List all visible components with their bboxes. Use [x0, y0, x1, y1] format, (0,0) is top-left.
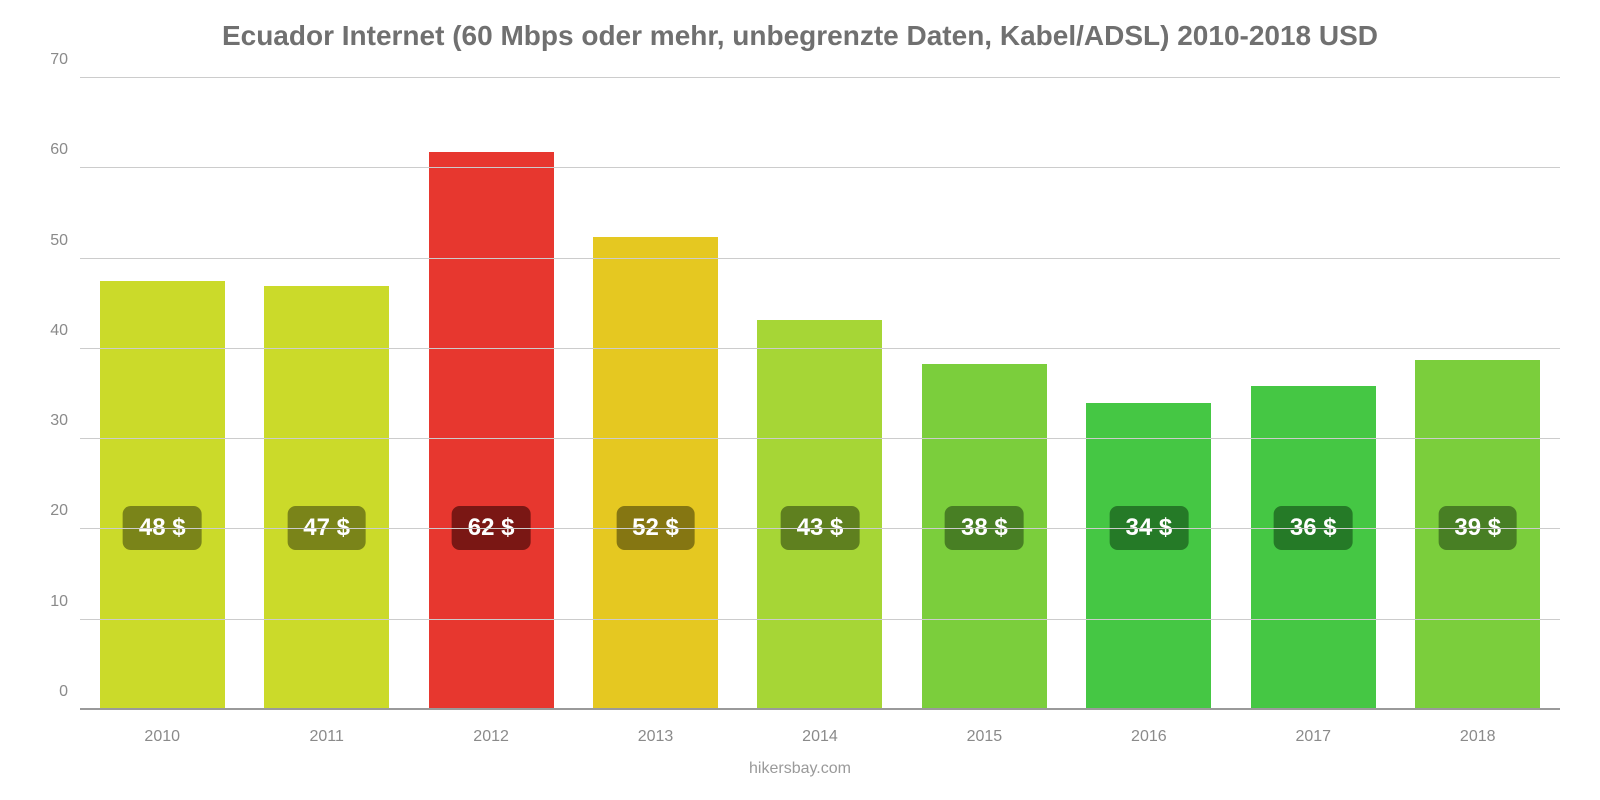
y-tick-label: 20: [50, 502, 80, 520]
plot-area: 48 $47 $62 $52 $43 $38 $34 $36 $39 $ 010…: [80, 78, 1560, 710]
x-axis-labels: 201020112012201320142015201620172018: [80, 728, 1560, 746]
grid-line: [80, 528, 1560, 529]
bar-slot: 43 $: [738, 78, 902, 710]
x-tick-label: 2018: [1396, 728, 1560, 746]
bar: 38 $: [922, 364, 1047, 710]
bar-slot: 48 $: [80, 78, 244, 710]
bar-slot: 38 $: [902, 78, 1066, 710]
grid-line: [80, 258, 1560, 259]
grid-line: [80, 77, 1560, 78]
x-tick-label: 2015: [902, 728, 1066, 746]
bar: 52 $: [593, 237, 718, 710]
grid-line: [80, 167, 1560, 168]
bar: 47 $: [264, 286, 389, 710]
bar-slot: 39 $: [1396, 78, 1560, 710]
grid-line: [80, 348, 1560, 349]
x-tick-label: 2017: [1231, 728, 1395, 746]
y-tick-label: 70: [50, 51, 80, 69]
bar-slot: 52 $: [573, 78, 737, 710]
y-tick-label: 30: [50, 412, 80, 430]
y-tick-label: 10: [50, 593, 80, 611]
bar-slot: 62 $: [409, 78, 573, 710]
y-tick-label: 60: [50, 141, 80, 159]
x-tick-label: 2016: [1067, 728, 1231, 746]
chart-title: Ecuador Internet (60 Mbps oder mehr, unb…: [0, 0, 1600, 52]
x-tick-label: 2014: [738, 728, 902, 746]
x-tick-label: 2013: [573, 728, 737, 746]
bars-group: 48 $ 47 $ 62 $ 52 $ 43 $ 38 $ 34 $ 36 $ 39 $: [80, 78, 1560, 710]
y-tick-label: 40: [50, 322, 80, 340]
chart-container: Ecuador Internet (60 Mbps oder mehr, unb…: [0, 0, 1600, 800]
bar: 48 $: [100, 281, 225, 710]
grid-line: [80, 619, 1560, 620]
y-tick-label: 50: [50, 232, 80, 250]
bar-slot: 34 $: [1067, 78, 1231, 710]
bar: 43 $: [757, 320, 882, 710]
bar: 39 $: [1415, 360, 1540, 710]
bar-slot: 47 $: [244, 78, 408, 710]
bar-slot: 36 $: [1231, 78, 1395, 710]
x-tick-label: 2010: [80, 728, 244, 746]
bar: 36 $: [1251, 386, 1376, 710]
x-tick-label: 2011: [244, 728, 408, 746]
y-tick-label: 0: [59, 683, 80, 701]
credit-text: hikersbay.com: [0, 760, 1600, 778]
x-axis-line: [80, 708, 1560, 710]
x-tick-label: 2012: [409, 728, 573, 746]
grid-line: [80, 438, 1560, 439]
bar: 62 $: [429, 152, 554, 710]
bar: 34 $: [1086, 403, 1211, 710]
